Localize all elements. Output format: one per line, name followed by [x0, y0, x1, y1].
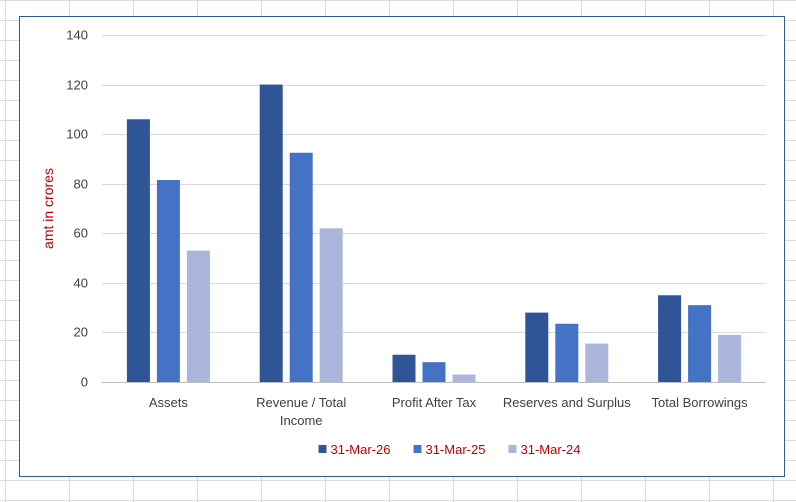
- y-tick-label: 80: [74, 177, 88, 192]
- bar: [555, 323, 579, 382]
- x-tick-label: Income: [280, 413, 323, 428]
- y-tick-label: 140: [66, 28, 88, 43]
- bar: [658, 295, 682, 382]
- x-tick-label: Assets: [149, 395, 189, 410]
- y-tick-label: 60: [74, 226, 88, 241]
- y-tick-label: 120: [66, 78, 88, 93]
- legend-label: 31-Mar-24: [521, 442, 581, 457]
- chart-frame: 0 20 40 60 80 100 120 140 amt in crores Assets Rev…: [19, 16, 785, 477]
- y-tick-label: 40: [74, 276, 88, 291]
- x-tick-label: Revenue / Total: [256, 395, 346, 410]
- legend-swatch: [413, 445, 422, 453]
- x-tick-label: Total Borrowings: [652, 395, 749, 410]
- bar: [156, 179, 180, 382]
- y-axis-title: amt in crores: [40, 168, 56, 249]
- bar: [422, 362, 446, 382]
- legend-swatch: [318, 445, 327, 453]
- bar: [186, 250, 210, 382]
- bar: [452, 374, 476, 382]
- bar: [126, 119, 150, 383]
- bar: [289, 152, 313, 382]
- y-tick-label: 100: [66, 127, 88, 142]
- legend-swatch: [508, 445, 517, 453]
- x-tick-label: Reserves and Surplus: [503, 395, 631, 410]
- bar: [259, 84, 283, 383]
- y-tick-label: 20: [74, 325, 88, 340]
- y-tick-label: 0: [81, 375, 88, 390]
- bar-chart: 0 20 40 60 80 100 120 140 amt in crores Assets Rev…: [40, 28, 766, 457]
- bar: [319, 228, 343, 382]
- bar: [688, 305, 712, 382]
- legend-label: 31-Mar-25: [426, 442, 486, 457]
- bar: [718, 334, 742, 382]
- x-tick-label: Profit After Tax: [392, 395, 477, 410]
- legend-label: 31-Mar-26: [331, 442, 391, 457]
- bar: [585, 343, 609, 382]
- bar: [392, 354, 416, 382]
- bar: [525, 312, 549, 382]
